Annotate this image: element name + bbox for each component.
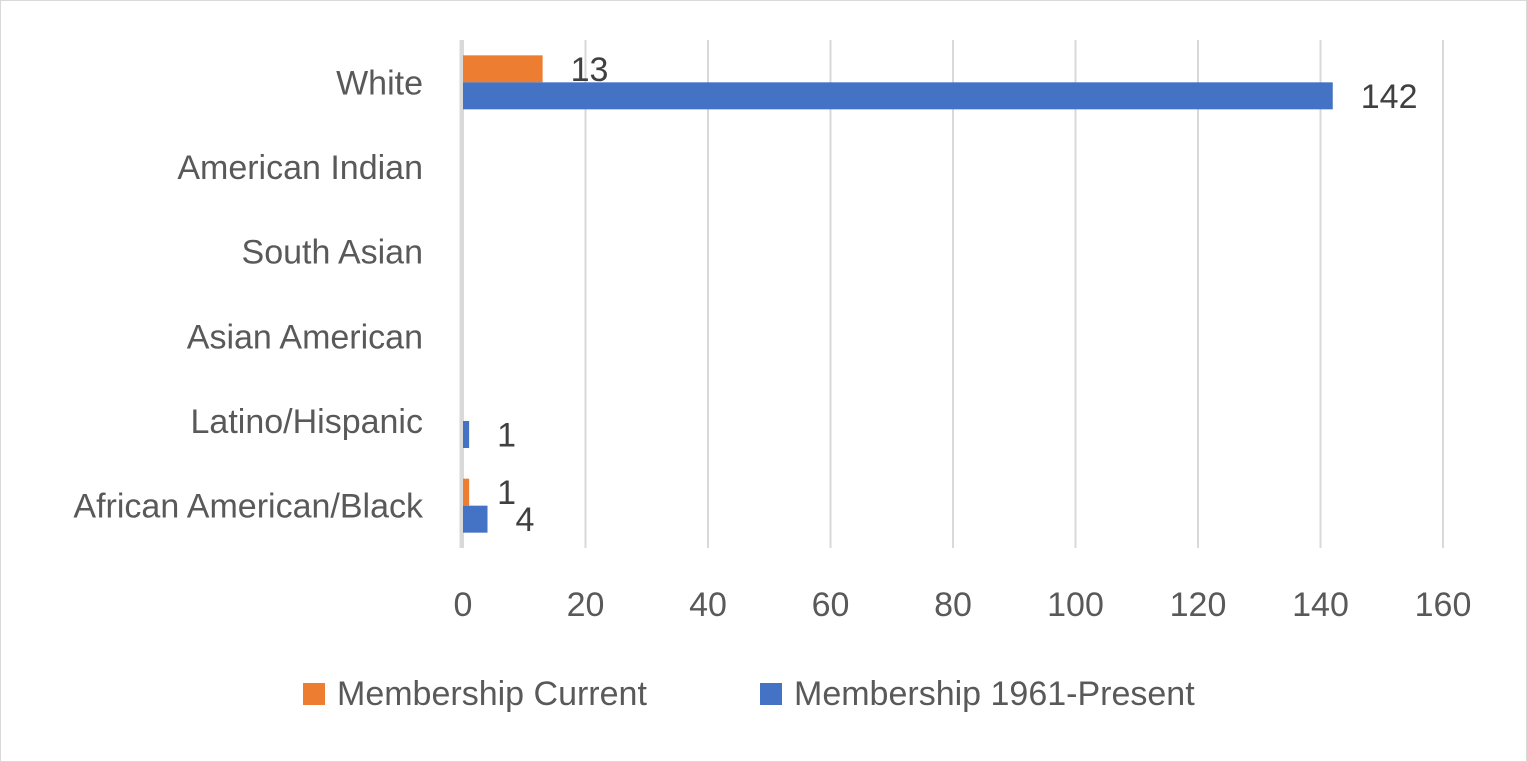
category-label: Asian American [187, 318, 423, 356]
category-label: White [336, 64, 423, 102]
x-tick-label: 140 [1292, 586, 1349, 624]
legend-label: Membership 1961-Present [794, 675, 1195, 713]
legend-swatch [760, 683, 782, 705]
category-label: Latino/Hispanic [191, 403, 423, 441]
category-label: American Indian [177, 149, 423, 187]
legend-swatch [303, 683, 325, 705]
category-label: African American/Black [73, 488, 424, 526]
bar-membership-1961-present [463, 82, 1333, 110]
data-label: 13 [571, 51, 609, 89]
legend-label: Membership Current [337, 675, 647, 713]
x-tick-label: 120 [1170, 586, 1227, 624]
gridlines [459, 40, 1444, 548]
category-label: South Asian [242, 234, 423, 272]
data-label: 142 [1361, 78, 1418, 116]
bars [463, 55, 1333, 533]
x-tick-label: 60 [812, 586, 850, 624]
legend: Membership Current Membership 1961-Presen… [303, 675, 1195, 713]
bar-membership-current [463, 478, 470, 506]
x-tick-label: 20 [567, 586, 605, 624]
bar-membership-current [463, 55, 543, 83]
x-tick-labels: 0 20 40 60 80 100 120 140 160 [454, 586, 1472, 624]
category-labels: African American/Black Latino/Hispanic Asi… [73, 64, 424, 525]
bar-membership-1961-present [463, 421, 470, 448]
x-tick-label: 100 [1047, 586, 1104, 624]
x-tick-label: 0 [454, 586, 473, 624]
x-tick-label: 40 [689, 586, 727, 624]
x-tick-label: 80 [934, 586, 972, 624]
data-label: 1 [497, 474, 516, 512]
x-tick-label: 160 [1415, 586, 1472, 624]
bar-membership-1961-present [463, 505, 488, 533]
data-label: 1 [497, 417, 516, 455]
data-label: 4 [516, 501, 535, 539]
